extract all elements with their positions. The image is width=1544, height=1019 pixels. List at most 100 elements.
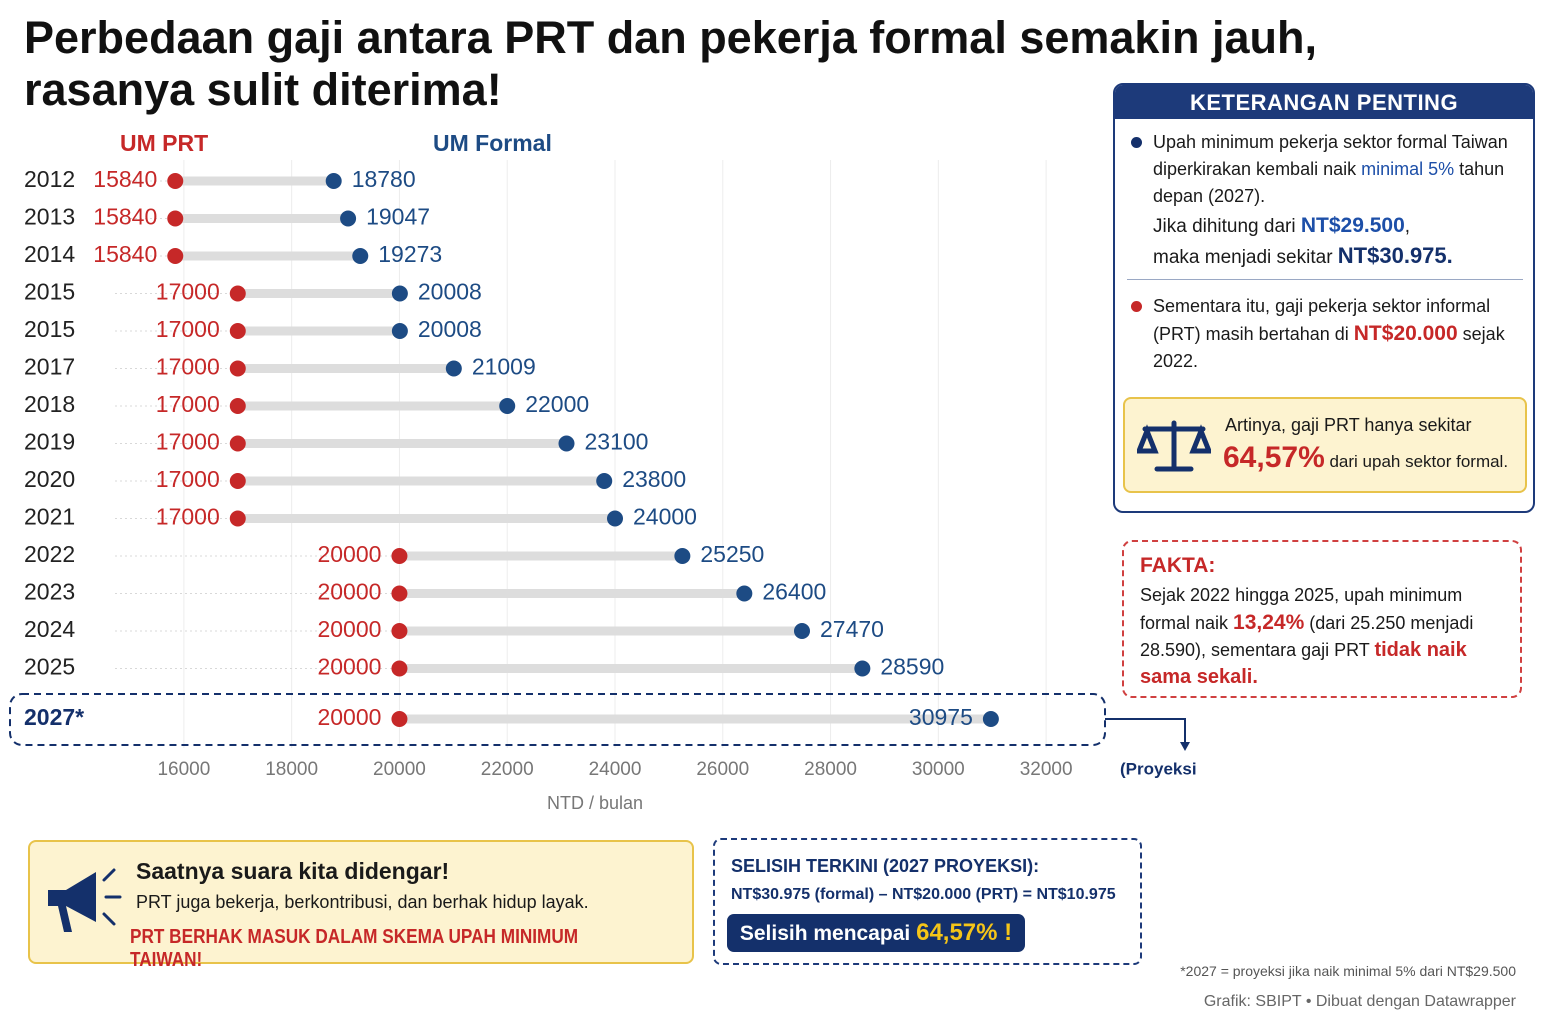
text: , bbox=[1404, 216, 1411, 237]
text: NT$20.000 bbox=[1353, 322, 1458, 345]
dot bbox=[854, 660, 871, 677]
dot bbox=[793, 623, 810, 639]
y-category-label: 2013 bbox=[24, 204, 75, 230]
value-label: 30975 bbox=[909, 704, 973, 730]
annotation: (Proyeksi naik minimal 5%) bbox=[1120, 759, 1200, 778]
x-axis-label: NTD / bulan bbox=[547, 793, 643, 813]
dot bbox=[167, 248, 184, 264]
info-note: Jika dihitung dari NT$29.500, maka menja… bbox=[1153, 211, 1523, 272]
y-category-label: 2018 bbox=[24, 391, 75, 417]
y-category-label: 2020 bbox=[24, 466, 75, 492]
callout-demand: PRT BERHAK MASUK DALAM SKEMA UPAH MINIMU… bbox=[130, 926, 579, 971]
text: maka menjadi sekitar bbox=[1153, 247, 1338, 268]
value-label: 22000 bbox=[525, 391, 589, 417]
info-note: Upah minimum pekerja sektor formal Taiwa… bbox=[1131, 129, 1523, 210]
value-label: 17000 bbox=[156, 316, 220, 342]
scale-icon bbox=[1137, 420, 1211, 472]
dot bbox=[229, 323, 246, 339]
text: 13,24% bbox=[1233, 611, 1305, 634]
x-tick-label: 18000 bbox=[265, 759, 318, 780]
text: tahun depan (2027). bbox=[1153, 159, 1505, 206]
fact-text: Sejak 2022 hingga 2025, upah minimum for… bbox=[1140, 582, 1510, 691]
dot bbox=[229, 398, 246, 414]
y-category-label: 2015 bbox=[24, 279, 75, 305]
text: Jika dihitung dari bbox=[1153, 216, 1301, 237]
value-label: 20000 bbox=[317, 704, 381, 730]
x-tick-label: 32000 bbox=[1020, 759, 1073, 780]
value-label: 20000 bbox=[317, 541, 381, 567]
gap-box: SELISIH TERKINI (2027 PROYEKSI): NT$30.9… bbox=[713, 838, 1142, 965]
text: NT$29.500 bbox=[1300, 214, 1405, 237]
x-tick-label: 16000 bbox=[157, 759, 210, 780]
callout-text: PRT juga bekerja, berkontribusi, dan ber… bbox=[136, 892, 589, 912]
value-label: 20000 bbox=[317, 654, 381, 680]
value-label: 17000 bbox=[156, 466, 220, 492]
text: dari upah sektor formal. bbox=[1324, 452, 1509, 471]
text: 64,57% ! bbox=[916, 919, 1013, 946]
info-title: KETERANGAN PENTING bbox=[1115, 85, 1533, 119]
dot bbox=[607, 510, 623, 527]
value-label: 28590 bbox=[880, 654, 944, 680]
text: Upah minimum pekerja sektor formal Taiwa… bbox=[1153, 132, 1508, 179]
value-label: 17000 bbox=[156, 354, 220, 380]
text: NT$30.975. bbox=[1337, 243, 1453, 268]
value-label: 20000 bbox=[317, 616, 381, 642]
dot bbox=[499, 398, 516, 414]
dot bbox=[391, 623, 408, 639]
text: tidak naik sama sekali. bbox=[1140, 639, 1467, 688]
text: 64,57% bbox=[1223, 441, 1325, 474]
divider bbox=[1127, 279, 1523, 280]
dot bbox=[229, 360, 246, 377]
value-label: 20008 bbox=[418, 316, 482, 342]
x-tick-label: 26000 bbox=[696, 759, 749, 780]
bullet bbox=[1131, 301, 1142, 312]
value-label: 19047 bbox=[366, 204, 430, 230]
dot bbox=[391, 711, 408, 727]
legend-label: UM PRT bbox=[120, 130, 208, 156]
megaphone-icon bbox=[48, 868, 122, 932]
y-category-label: 2014 bbox=[24, 241, 75, 267]
legend-label: UM Formal bbox=[433, 130, 552, 156]
x-tick-label: 28000 bbox=[804, 759, 857, 780]
dot bbox=[558, 435, 575, 452]
dot bbox=[229, 285, 246, 302]
value-label: 23800 bbox=[622, 466, 686, 492]
gap-title: SELISIH TERKINI (2027 PROYEKSI): bbox=[731, 856, 1040, 876]
x-tick-label: 22000 bbox=[481, 759, 534, 780]
y-category-label: 2019 bbox=[24, 429, 75, 455]
dot bbox=[325, 173, 342, 189]
dot bbox=[391, 585, 408, 602]
y-category-label: 2015 bbox=[24, 316, 75, 342]
dot bbox=[391, 548, 408, 564]
dot bbox=[445, 360, 462, 377]
value-label: 18780 bbox=[352, 166, 416, 192]
y-category-label: 2023 bbox=[24, 579, 75, 605]
text: Sejak 2022 hingga 2025, upah minimum for… bbox=[1140, 585, 1463, 633]
value-label: 24000 bbox=[633, 504, 697, 530]
dot bbox=[982, 711, 999, 727]
dot bbox=[736, 585, 753, 602]
footnote: *2027 = proyeksi jika naik minimal 5% da… bbox=[1180, 963, 1516, 979]
text: sejak 2022. bbox=[1153, 324, 1505, 371]
dot bbox=[352, 248, 369, 264]
y-category-label: 2024 bbox=[24, 616, 75, 642]
y-category-label: 2012 bbox=[24, 166, 75, 192]
value-label: 17000 bbox=[156, 429, 220, 455]
dot bbox=[167, 210, 184, 227]
credit: Grafik: SBIPT • Dibuat dengan Datawrappe… bbox=[1203, 993, 1516, 1010]
x-tick-label: 30000 bbox=[912, 759, 965, 780]
value-label: 20000 bbox=[317, 579, 381, 605]
text: Sementara itu, gaji pekerja sektor infor… bbox=[1153, 296, 1491, 344]
info-note: Sementara itu, gaji pekerja sektor infor… bbox=[1131, 293, 1523, 375]
y-category-label: 2022 bbox=[24, 541, 75, 567]
text: 64,57% dari upah sektor formal. bbox=[1223, 441, 1508, 475]
dot bbox=[229, 435, 246, 452]
text: Selisih mencapai bbox=[739, 922, 917, 945]
fact-title: FAKTA: bbox=[1140, 554, 1216, 577]
x-tick-label: 24000 bbox=[589, 759, 642, 780]
bullet bbox=[1131, 137, 1142, 148]
text: Artinya, gaji PRT hanya sekitar bbox=[1225, 415, 1472, 435]
gap-formula: NT$30.975 (formal) – NT$20.000 (PRT) = N… bbox=[731, 886, 1116, 903]
x-tick-label: 20000 bbox=[373, 759, 426, 780]
